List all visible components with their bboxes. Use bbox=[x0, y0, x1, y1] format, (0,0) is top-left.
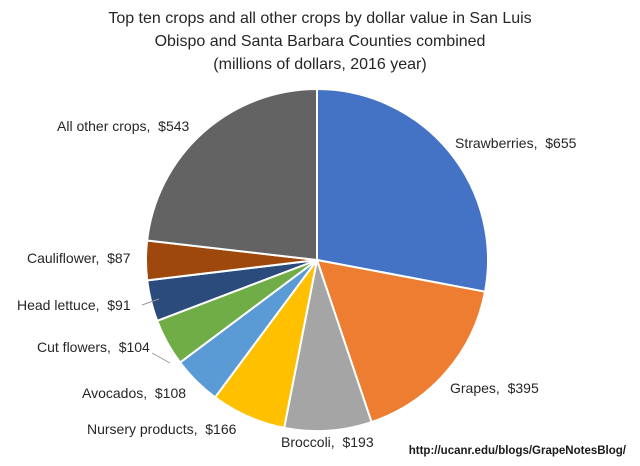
slice-label-strawberries: Strawberries, $655 bbox=[455, 135, 577, 151]
source-url: http://ucanr.edu/blogs/GrapeNotesBlog/ bbox=[408, 445, 626, 457]
chart-title-line2: Obispo and Santa Barbara Counties combin… bbox=[154, 33, 486, 50]
chart-title-line3: (millions of dollars, 2016 year) bbox=[213, 56, 427, 73]
slice-label-cut-flowers: Cut flowers, $104 bbox=[37, 339, 150, 355]
pie-slice-all-other-crops bbox=[146, 88, 318, 261]
slice-label-avocados: Avocados, $108 bbox=[82, 385, 187, 401]
slice-label-all-other-crops: All other crops, $543 bbox=[57, 118, 190, 134]
chart-title: Top ten crops and all other crops by dol… bbox=[0, 7, 640, 76]
pie-slices-group bbox=[145, 88, 490, 432]
pie-slice-grapes bbox=[316, 259, 487, 424]
slice-label-head-lettuce: Head lettuce, $91 bbox=[17, 297, 131, 313]
slice-label-cauliflower: Cauliflower, $87 bbox=[27, 250, 131, 266]
pie-slice-broccoli bbox=[283, 259, 373, 432]
chart-title-line1: Top ten crops and all other crops by dol… bbox=[108, 10, 532, 27]
leader-line-cut-flowers bbox=[151, 352, 171, 364]
leader-line-head-lettuce bbox=[141, 298, 160, 306]
pie-slice-strawberries bbox=[316, 88, 490, 293]
slice-label-grapes: Grapes, $395 bbox=[450, 380, 539, 396]
slice-label-broccoli: Broccoli, $193 bbox=[281, 434, 374, 450]
slice-label-nursery-products: Nursery products, $166 bbox=[87, 421, 237, 437]
